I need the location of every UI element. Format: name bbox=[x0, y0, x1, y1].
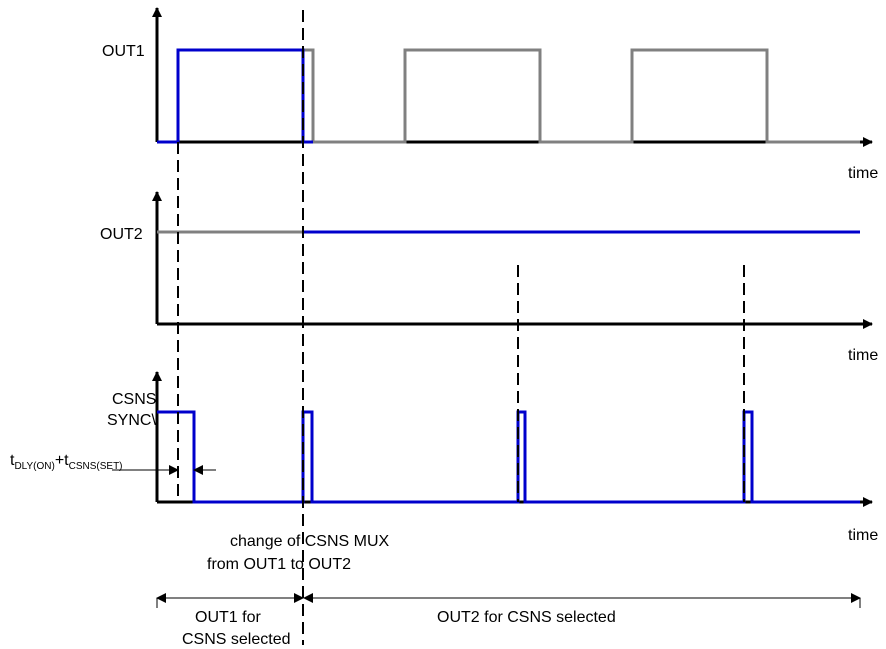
csns-label-line2: SYNC\ bbox=[107, 412, 156, 429]
panel-csns-sync: CSNS SYNC\ time tDLY(ON)+tCSNS(SET) bbox=[10, 371, 878, 544]
panel-out2: OUT2 time bbox=[100, 191, 878, 364]
panel-out1: OUT1 time bbox=[102, 7, 878, 182]
tdly-subscript: DLY(ON) bbox=[14, 461, 54, 472]
csns-trace bbox=[157, 410, 860, 504]
mux-note-line2: from OUT1 to OUT2 bbox=[207, 556, 351, 573]
out1-time-label: time bbox=[848, 165, 878, 182]
phase1-label-line1: OUT1 for bbox=[195, 609, 261, 626]
tcsns-subscript: CSNS(SET) bbox=[69, 461, 123, 472]
timing-annotation: tDLY(ON)+tCSNS(SET) bbox=[10, 452, 123, 472]
out2-time-label: time bbox=[848, 347, 878, 364]
tdly-main: t bbox=[10, 452, 15, 469]
mux-note-line1: change of CSNS MUX bbox=[230, 533, 390, 550]
csns-label-line1: CSNS bbox=[112, 391, 156, 408]
out1-trace-unselected bbox=[303, 48, 860, 144]
phase2-label: OUT2 for CSNS selected bbox=[437, 609, 616, 626]
out2-label: OUT2 bbox=[100, 226, 143, 243]
phase-spans bbox=[156, 593, 861, 608]
out1-trace-selected bbox=[157, 48, 313, 144]
tcsns-main: +t bbox=[55, 452, 69, 469]
dashed-markers bbox=[177, 10, 745, 645]
out1-label: OUT1 bbox=[102, 43, 145, 60]
csns-time-label: time bbox=[848, 527, 878, 544]
phase1-label-line2: CSNS selected bbox=[182, 631, 291, 648]
